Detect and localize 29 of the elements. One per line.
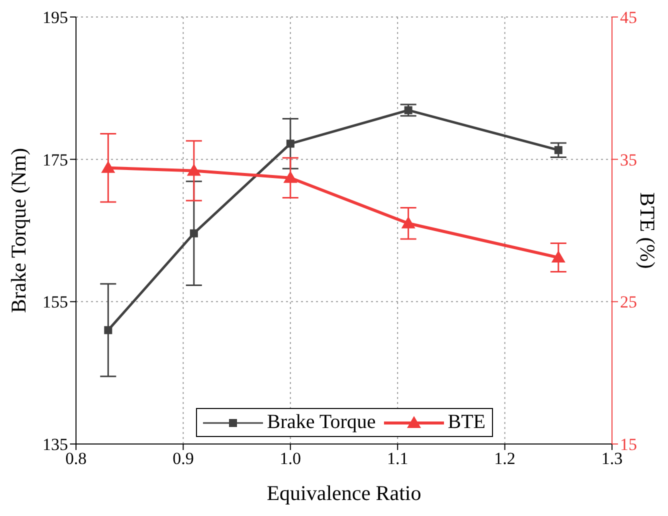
y-tick-label: 175 xyxy=(42,150,68,170)
x-tick-label: 1.2 xyxy=(494,449,516,468)
x-axis-title: Equivalence Ratio xyxy=(266,481,422,505)
y-tick-label: 155 xyxy=(42,292,68,312)
point xyxy=(404,106,412,114)
x-tick-label: 1.3 xyxy=(601,449,623,468)
point xyxy=(190,229,198,238)
point xyxy=(283,170,298,183)
y-tick-label: 135 xyxy=(42,435,68,454)
point xyxy=(286,140,294,148)
y2-tick-label: 25 xyxy=(620,292,637,312)
y-tick-label: 195 xyxy=(42,8,68,28)
point xyxy=(104,326,112,334)
y2-axis-title: BTE (%) xyxy=(636,192,660,269)
y2-tick-label: 35 xyxy=(620,150,637,170)
x-tick-label: 0.8 xyxy=(65,449,87,468)
y2-tick-label: 15 xyxy=(620,435,637,454)
y-axis-title: Brake Torque (Nm) xyxy=(6,148,30,313)
y2-tick-label: 45 xyxy=(620,8,637,28)
x-tick-label: 0.9 xyxy=(172,449,194,468)
x-tick-label: 1.1 xyxy=(386,449,408,468)
legend-label: Brake Torque xyxy=(266,411,376,434)
point xyxy=(554,146,562,154)
point xyxy=(551,250,566,263)
legend-label: BTE xyxy=(446,411,486,434)
x-tick-label: 1.0 xyxy=(280,449,302,468)
point xyxy=(186,164,201,176)
point xyxy=(101,160,116,173)
point xyxy=(401,216,416,228)
